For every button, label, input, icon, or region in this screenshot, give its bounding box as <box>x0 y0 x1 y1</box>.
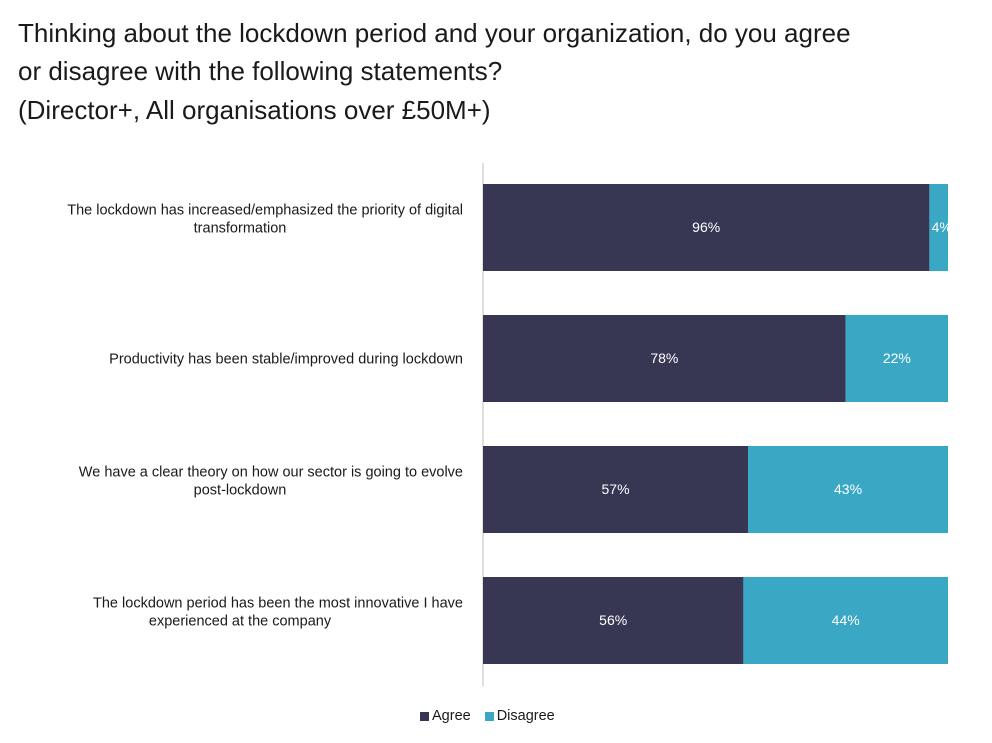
category-label-line: transformation <box>194 221 287 237</box>
data-label: 4% <box>932 219 952 235</box>
category-label: The lockdown has increased/emphasized th… <box>67 203 463 237</box>
category-label-line: The lockdown period has been the most in… <box>93 596 463 612</box>
legend-label-agree: Agree <box>432 708 471 724</box>
bar-segment-disagree <box>845 315 948 402</box>
legend-swatch-disagree <box>484 711 494 721</box>
category-label-line: We have a clear theory on how our sector… <box>79 465 463 481</box>
category-label: The lockdown period has been the most in… <box>93 596 463 630</box>
legend-item-agree: Agree <box>420 708 471 724</box>
category-label-line: Productivity has been stable/improved du… <box>109 352 463 368</box>
chart-subtitle: (Director+, All organisations over £50M+… <box>18 95 491 125</box>
legend-item-disagree: Disagree <box>484 708 555 724</box>
legend-label-disagree: Disagree <box>496 708 555 724</box>
bar-segment-agree <box>483 184 930 271</box>
category-label-line: The lockdown has increased/emphasized th… <box>67 203 463 219</box>
category-label-line: post-lockdown <box>194 483 287 499</box>
bar-segment-agree <box>483 577 744 664</box>
category-label: Productivity has been stable/improved du… <box>109 352 463 368</box>
bar-segment-agree <box>483 315 846 402</box>
bar-segment-agree <box>483 446 749 533</box>
data-label: 57% <box>602 481 630 497</box>
data-label: 96% <box>692 219 720 235</box>
chart-title-line-2: or disagree with the following statement… <box>18 56 503 86</box>
bar-segment-disagree <box>743 577 948 664</box>
chart-legend: Agree Disagree <box>420 708 555 724</box>
chart-title-block: Thinking about the lockdown period and y… <box>18 14 978 128</box>
chart-title-line-1: Thinking about the lockdown period and y… <box>18 18 851 48</box>
category-label: We have a clear theory on how our sector… <box>79 465 463 499</box>
data-label: 56% <box>599 612 627 628</box>
data-label: 78% <box>650 350 678 366</box>
data-label: 22% <box>883 350 911 366</box>
category-label-line: experienced at the company <box>149 614 332 630</box>
bar-segment-disagree <box>929 184 948 271</box>
bar-segment-disagree <box>748 446 948 533</box>
data-label: 44% <box>832 612 860 628</box>
legend-swatch-agree <box>420 711 429 721</box>
data-label: 43% <box>834 481 862 497</box>
